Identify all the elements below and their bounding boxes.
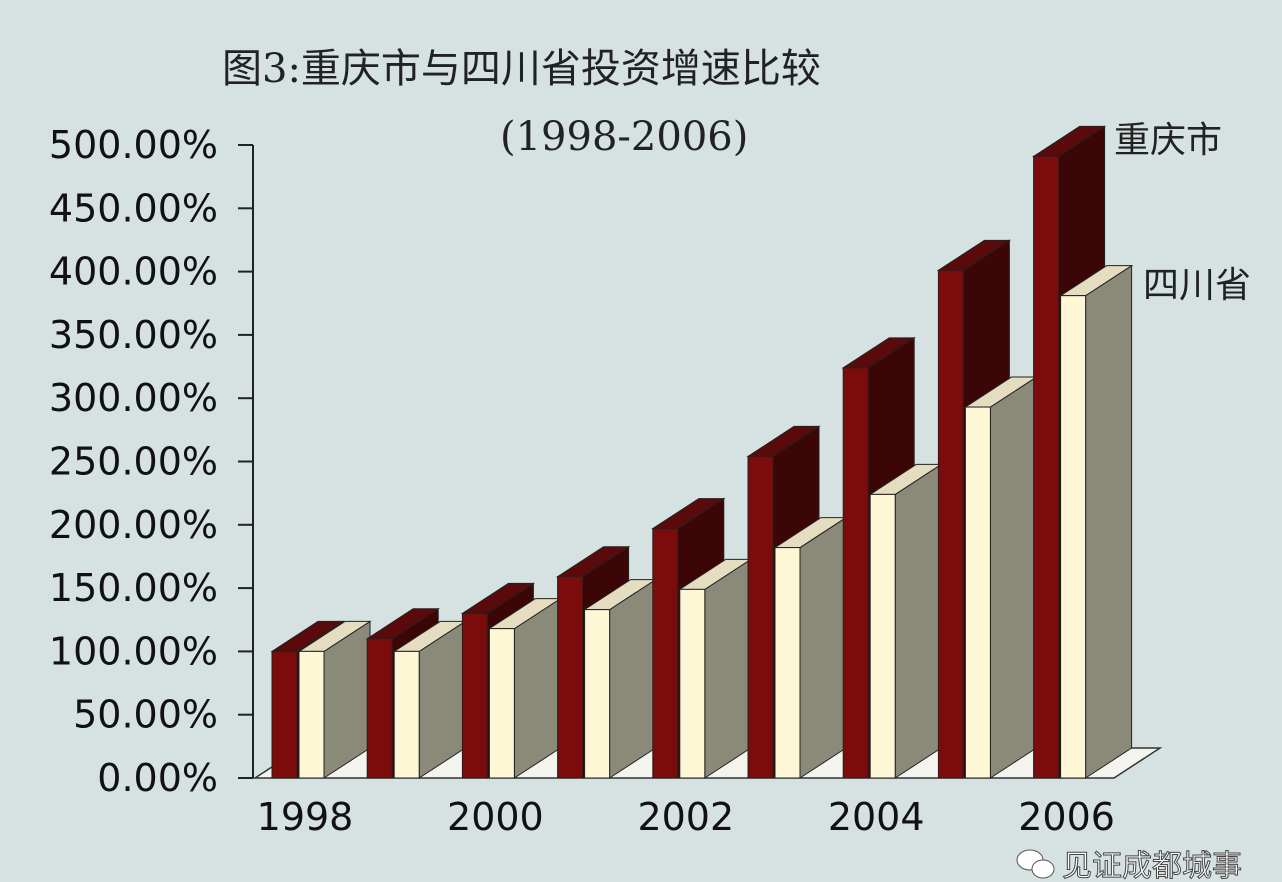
bar-front (393, 650, 420, 779)
bar-front (584, 609, 611, 779)
bar-side (894, 463, 942, 779)
x-tick-label: 2002 (637, 795, 734, 839)
bar-四川省-2006 (1058, 264, 1134, 779)
y-tick-label: 150.00% (49, 566, 218, 610)
y-tick-label: 500.00% (49, 123, 218, 167)
bar-side (799, 516, 847, 779)
bar-front (869, 493, 896, 779)
bar-四川省-1999 (392, 620, 467, 779)
bar-四川省-1998 (297, 620, 372, 779)
chart-title: 图3:重庆市与四川省投资增速比较 (222, 46, 821, 92)
bar-front (461, 612, 488, 779)
bar-front (747, 455, 774, 779)
bar-四川省-2000 (487, 597, 563, 779)
bar-front (557, 576, 584, 779)
bar-front (679, 588, 706, 779)
y-tick-label: 100.00% (49, 629, 218, 673)
watermark: 见证成都城事 (1016, 849, 1243, 882)
bar-front (366, 638, 393, 779)
bar-side (989, 376, 1037, 779)
x-tick-label: 2004 (828, 795, 925, 839)
y-tick-label: 50.00% (73, 693, 218, 737)
bar-四川省-2005 (963, 376, 1039, 779)
y-tick-label: 200.00% (49, 503, 218, 547)
bar-四川省-2004 (868, 463, 943, 779)
bar-front (652, 528, 679, 779)
bar-front (488, 628, 515, 779)
legend-chongqing: 重庆市 (1114, 120, 1222, 161)
y-tick-label: 350.00% (49, 313, 218, 357)
bar-side (704, 558, 752, 779)
y-tick-label: 300.00% (49, 376, 218, 420)
y-tick-label: 0.00% (97, 756, 218, 800)
y-tick-label: 400.00% (49, 250, 218, 294)
bar-side (609, 578, 657, 779)
x-tick-label: 2000 (447, 795, 544, 839)
wechat-icon (1016, 849, 1055, 879)
y-tick-label: 450.00% (49, 186, 218, 230)
bar-四川省-2003 (773, 516, 848, 779)
watermark-text: 见证成都城事 (1062, 849, 1242, 882)
bar-四川省-2002 (678, 558, 753, 779)
bar-四川省-2001 (582, 578, 658, 779)
legend-sichuan: 四川省 (1143, 265, 1251, 306)
bar-front (842, 367, 869, 779)
bar-front (937, 269, 964, 779)
bar-front (298, 650, 325, 779)
bar-front (1033, 155, 1060, 779)
bar-front (1060, 295, 1087, 779)
bar-side (513, 597, 561, 779)
bar-front (964, 406, 991, 779)
bar-front (774, 547, 801, 779)
bar-front (271, 650, 298, 779)
chart-subtitle: (1998-2006) (500, 114, 748, 160)
bar-side (1085, 264, 1133, 779)
y-tick-label: 250.00% (49, 440, 218, 484)
x-tick-label: 1998 (257, 795, 354, 839)
x-tick-label: 2006 (1018, 795, 1115, 839)
